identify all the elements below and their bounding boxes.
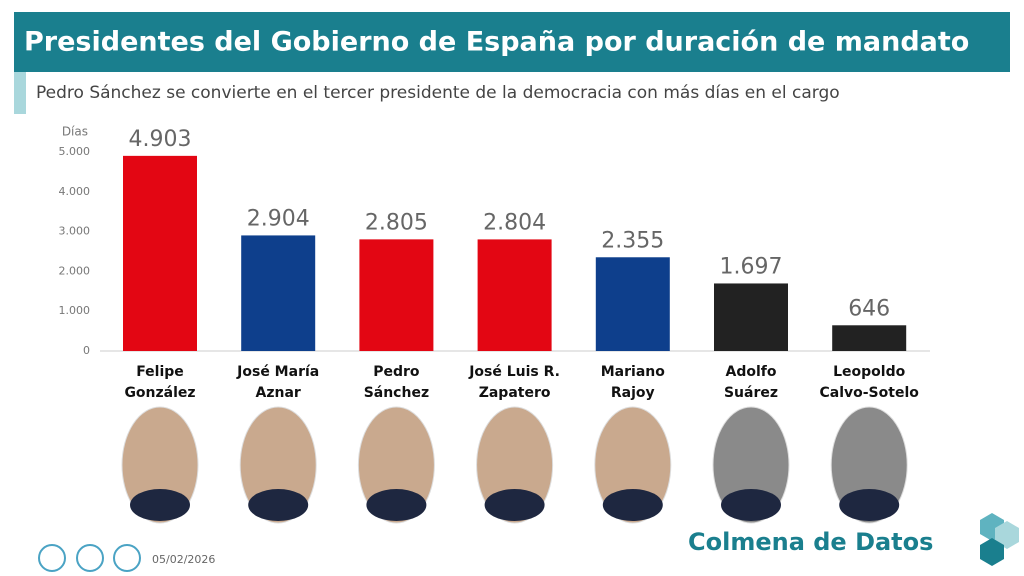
value-label: 2.805 xyxy=(365,210,428,235)
portrait-suit xyxy=(248,489,309,521)
title-bar xyxy=(14,12,1010,72)
bar xyxy=(123,155,197,351)
cc-icon xyxy=(38,544,66,572)
category-label: Felipe González xyxy=(124,364,196,401)
value-label: 2.904 xyxy=(247,206,310,231)
date: 05/02/2026 xyxy=(152,553,215,566)
y-tick-label: 2.000 xyxy=(59,264,91,277)
bar xyxy=(595,257,670,351)
logo xyxy=(980,513,1019,566)
bar xyxy=(832,325,907,351)
y-tick-label: 5.000 xyxy=(59,145,91,158)
y-tick-label: 4.000 xyxy=(59,185,91,198)
value-label: 2.804 xyxy=(483,210,546,235)
category-label: Leopoldo Calvo-Sotelo xyxy=(819,364,919,401)
value-label: 2.355 xyxy=(601,228,664,253)
value-label: 1.697 xyxy=(720,254,783,279)
chart-title: Presidentes del Gobierno de España por d… xyxy=(24,27,969,58)
bar xyxy=(359,239,434,351)
brand: Colmena de Datos xyxy=(688,528,933,556)
bar xyxy=(477,239,552,351)
bar xyxy=(241,235,316,351)
category-label: Adolfo Suárez xyxy=(723,364,779,401)
y-tick-label: 1.000 xyxy=(59,304,91,317)
portrait-suit xyxy=(366,489,427,521)
category-label: José María Aznar xyxy=(237,364,320,401)
category-label: Mariano Rajoy xyxy=(600,364,665,401)
category-label: Pedro Sánchez xyxy=(363,364,430,401)
subtitle-accent xyxy=(14,72,26,114)
portrait-suit xyxy=(839,489,900,521)
value-label: 4.903 xyxy=(129,127,192,152)
portrait-suit xyxy=(602,489,663,521)
y-tick-label: 3.000 xyxy=(59,225,91,238)
chart-subtitle: Pedro Sánchez se convierte en el tercer … xyxy=(36,83,840,103)
y-tick-label: 0 xyxy=(83,344,90,357)
nd-icon xyxy=(113,544,141,572)
value-label: 646 xyxy=(848,296,890,321)
portrait-suit xyxy=(484,489,545,521)
by-icon xyxy=(76,544,104,572)
portrait-suit xyxy=(721,489,781,521)
bar xyxy=(714,283,788,351)
y-axis-label: Días xyxy=(62,125,88,139)
category-label: José Luis R. Zapatero xyxy=(469,364,560,401)
portrait-suit xyxy=(130,489,190,521)
